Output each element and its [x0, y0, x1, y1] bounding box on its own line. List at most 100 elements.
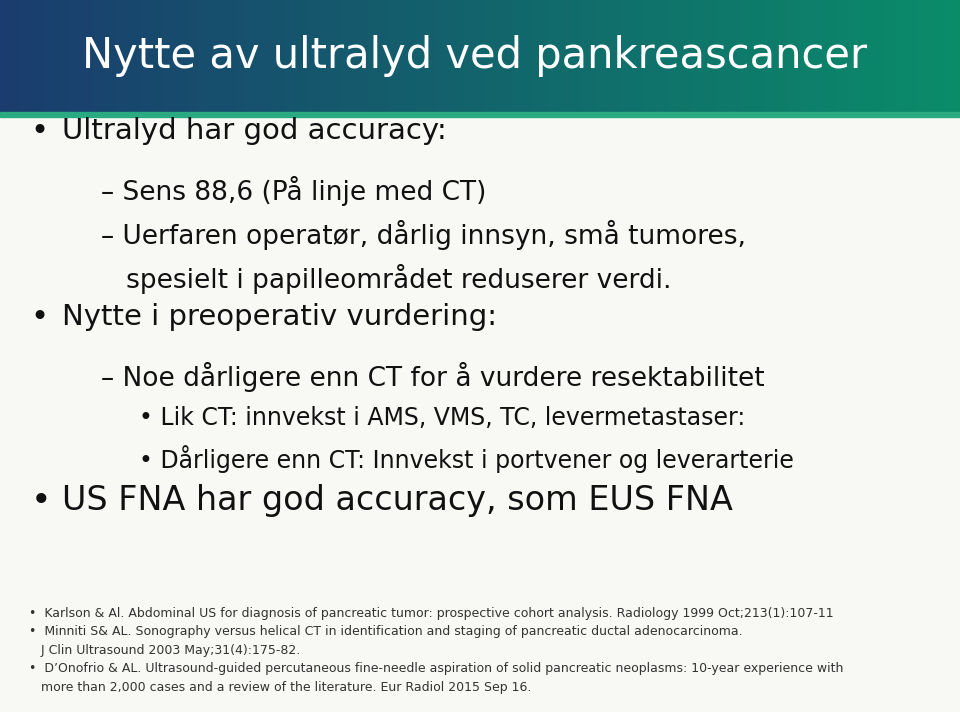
Bar [573, 0, 577, 112]
Bar [355, 0, 359, 112]
Bar [147, 0, 152, 112]
Bar [38, 0, 42, 112]
Bar [0, 0, 4, 112]
Bar [170, 0, 174, 112]
Bar [675, 0, 680, 112]
Bar [608, 0, 612, 112]
Bar [592, 0, 596, 112]
Text: •: • [31, 117, 49, 147]
Text: Ultralyd har god accuracy:: Ultralyd har god accuracy: [62, 117, 447, 145]
Bar [934, 0, 939, 112]
Bar [324, 0, 327, 112]
Bar [240, 0, 244, 112]
Bar [919, 0, 923, 112]
Bar [84, 0, 87, 112]
Bar [32, 0, 36, 112]
Bar [768, 0, 772, 112]
Bar [444, 0, 449, 112]
Bar [233, 0, 238, 112]
Bar [742, 0, 747, 112]
Bar [425, 0, 430, 112]
Bar [103, 0, 107, 112]
Bar [156, 0, 161, 112]
Bar [256, 0, 260, 112]
Bar [48, 0, 52, 112]
Bar [317, 0, 321, 112]
Bar [790, 0, 795, 112]
Bar [797, 0, 801, 112]
Bar [784, 0, 788, 112]
Bar [176, 0, 180, 112]
Bar [682, 0, 685, 112]
Bar [800, 0, 804, 112]
Bar [252, 0, 257, 112]
Bar [708, 0, 711, 112]
Bar [477, 0, 481, 112]
Bar [646, 0, 651, 112]
Bar [531, 0, 536, 112]
Bar [314, 0, 318, 112]
Bar [583, 0, 587, 112]
Bar [660, 0, 663, 112]
Bar [67, 0, 71, 112]
Bar [182, 0, 186, 112]
Bar [461, 0, 465, 112]
Bar [180, 0, 183, 112]
Bar [250, 0, 253, 112]
Bar [550, 0, 555, 112]
Bar [896, 0, 900, 112]
Bar [160, 0, 164, 112]
Bar [922, 0, 925, 112]
Bar [588, 0, 593, 112]
Bar [636, 0, 641, 112]
Bar [16, 0, 20, 112]
Bar [953, 0, 958, 112]
Bar [70, 0, 75, 112]
Bar [36, 0, 39, 112]
Bar [823, 0, 827, 112]
Bar [950, 0, 954, 112]
Bar [852, 0, 855, 112]
Bar [391, 0, 395, 112]
Bar [374, 0, 378, 112]
Bar [883, 0, 887, 112]
Bar [218, 0, 222, 112]
Bar [528, 0, 532, 112]
Bar [339, 0, 344, 112]
Bar [656, 0, 660, 112]
Bar [499, 0, 503, 112]
Bar [544, 0, 548, 112]
Bar [137, 0, 142, 112]
Bar [195, 0, 200, 112]
Bar [938, 0, 942, 112]
Bar [29, 0, 33, 112]
Bar [237, 0, 241, 112]
Bar [720, 0, 724, 112]
Bar [650, 0, 654, 112]
Bar [483, 0, 488, 112]
Bar [396, 0, 401, 112]
Bar [928, 0, 932, 112]
Bar [835, 0, 839, 112]
Bar [941, 0, 945, 112]
Bar [352, 0, 356, 112]
Bar [765, 0, 769, 112]
Bar [89, 0, 94, 112]
Bar [713, 0, 718, 112]
Bar [861, 0, 865, 112]
Bar [864, 0, 868, 112]
Bar [848, 0, 852, 112]
Bar [346, 0, 349, 112]
Bar [300, 0, 305, 112]
Bar [832, 0, 836, 112]
Bar [278, 0, 282, 112]
Bar [189, 0, 193, 112]
Bar [435, 0, 440, 112]
Bar [557, 0, 561, 112]
Bar [106, 0, 109, 112]
Text: more than 2,000 cases and a review of the literature. Eur Radiol 2015 Sep 16.: more than 2,000 cases and a review of th… [29, 681, 531, 693]
Bar [151, 0, 155, 112]
Bar [7, 0, 11, 112]
Bar [468, 0, 471, 112]
Bar [717, 0, 721, 112]
